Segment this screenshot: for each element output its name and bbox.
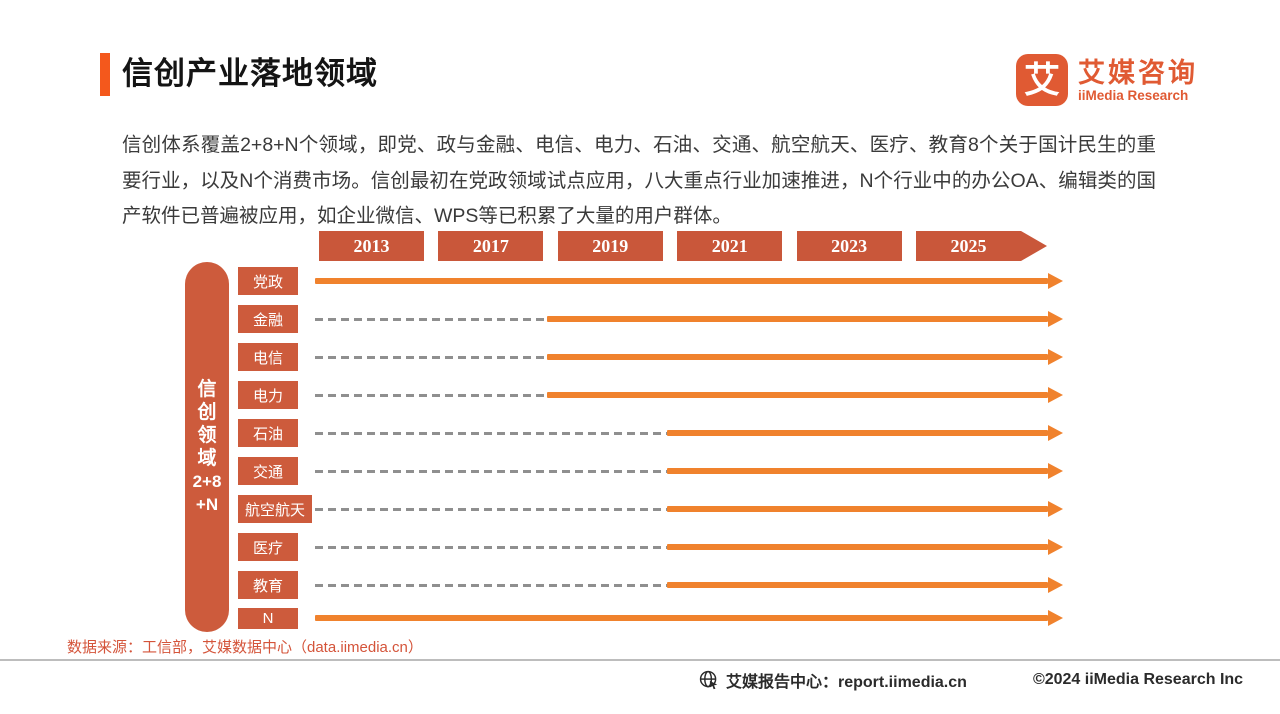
row-arrow-head-党政 bbox=[1048, 273, 1063, 289]
year-banner-2025: 2025 bbox=[916, 231, 1021, 261]
row-arrow-bar-电信 bbox=[547, 354, 1048, 360]
year-banner-2023: 2023 bbox=[796, 231, 902, 261]
row-label-医疗: 医疗 bbox=[238, 533, 298, 561]
footer-divider bbox=[0, 659, 1280, 661]
iimedia-logo: 艾 艾媒咨询 iiMedia Research bbox=[1016, 54, 1198, 106]
globe-cursor-icon bbox=[699, 670, 718, 690]
row-arrow-bar-电力 bbox=[547, 392, 1048, 398]
row-arrow-bar-金融 bbox=[547, 316, 1048, 322]
row-arrow-head-金融 bbox=[1048, 311, 1063, 327]
row-label-航空航天: 航空航天 bbox=[238, 495, 312, 523]
report-center-link: 艾媒报告中心：report.iimedia.cn bbox=[726, 674, 967, 691]
row-arrow-bar-党政 bbox=[315, 278, 1048, 284]
row-label-电力: 电力 bbox=[238, 381, 298, 409]
logo-name-en: iiMedia Research bbox=[1078, 87, 1189, 103]
year-axis-arrow-tip bbox=[1021, 231, 1047, 261]
axis-label-text: 信 创 领 域 2+8 +N bbox=[192, 379, 222, 514]
row-arrow-head-电信 bbox=[1048, 349, 1063, 365]
axis-label-capsule: 信 创 领 域 2+8 +N bbox=[185, 262, 229, 632]
row-dashed-segment-医疗 bbox=[315, 545, 667, 549]
year-banner-2021: 2021 bbox=[677, 231, 783, 261]
footer: 艾媒报告中心：report.iimedia.cn ©2024 iiMedia R… bbox=[698, 668, 1243, 692]
title-accent-bar bbox=[100, 53, 110, 96]
row-arrow-bar-教育 bbox=[667, 582, 1048, 588]
row-dashed-segment-教育 bbox=[315, 583, 667, 587]
row-arrow-bar-医疗 bbox=[667, 544, 1048, 550]
year-banner-2017: 2017 bbox=[438, 231, 544, 261]
iimedia-logo-text: 艾媒咨询 iiMedia Research bbox=[1078, 58, 1198, 103]
row-dashed-segment-航空航天 bbox=[315, 507, 667, 511]
row-arrow-bar-石油 bbox=[667, 430, 1048, 436]
row-dashed-segment-电力 bbox=[315, 393, 547, 397]
row-arrow-bar-航空航天 bbox=[667, 506, 1048, 512]
row-arrow-head-N bbox=[1048, 610, 1063, 626]
row-arrow-head-石油 bbox=[1048, 425, 1063, 441]
intro-paragraph: 信创体系覆盖2+8+N个领域，即党、政与金融、电信、电力、石油、交通、航空航天、… bbox=[122, 134, 1156, 227]
row-label-电信: 电信 bbox=[238, 343, 298, 371]
row-dashed-segment-金融 bbox=[315, 317, 547, 321]
row-label-石油: 石油 bbox=[238, 419, 298, 447]
data-source-note: 数据来源：工信部，艾媒数据中心（data.iimedia.cn） bbox=[67, 639, 423, 656]
row-arrow-head-电力 bbox=[1048, 387, 1063, 403]
row-arrow-bar-交通 bbox=[667, 468, 1048, 474]
row-arrow-bar-N bbox=[315, 615, 1048, 621]
copyright-text: ©2024 iiMedia Research Inc bbox=[1032, 671, 1244, 688]
page-title: 信创产业落地领域 bbox=[122, 56, 378, 91]
row-dashed-segment-交通 bbox=[315, 469, 667, 473]
row-arrow-head-航空航天 bbox=[1048, 501, 1063, 517]
logo-name-cn: 艾媒咨询 bbox=[1078, 57, 1198, 88]
row-arrow-head-医疗 bbox=[1048, 539, 1063, 555]
row-arrow-head-交通 bbox=[1048, 463, 1063, 479]
row-label-交通: 交通 bbox=[238, 457, 298, 485]
row-label-金融: 金融 bbox=[238, 305, 298, 333]
row-arrow-head-教育 bbox=[1048, 577, 1063, 593]
row-label-党政: 党政 bbox=[238, 267, 298, 295]
row-label-教育: 教育 bbox=[238, 571, 298, 599]
year-banner-2013: 2013 bbox=[319, 231, 424, 261]
iimedia-logo-icon: 艾 bbox=[1016, 54, 1068, 106]
row-label-N: N bbox=[238, 607, 298, 629]
year-banner-2019: 2019 bbox=[557, 231, 663, 261]
row-dashed-segment-石油 bbox=[315, 431, 667, 435]
row-dashed-segment-电信 bbox=[315, 355, 547, 359]
